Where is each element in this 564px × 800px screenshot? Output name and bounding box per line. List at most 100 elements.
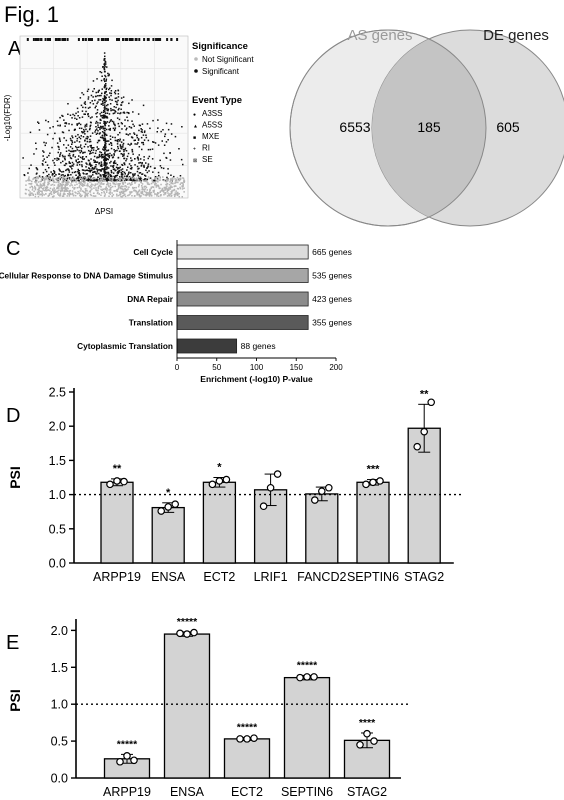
point-significant xyxy=(77,171,79,173)
point-significant xyxy=(104,61,107,63)
point-significant xyxy=(127,152,130,155)
point-not-significant xyxy=(32,193,34,196)
point-significant xyxy=(140,177,142,180)
point-significant xyxy=(122,38,124,41)
point-significant xyxy=(42,164,44,166)
point-not-significant xyxy=(112,194,115,196)
point-significant xyxy=(89,179,92,182)
point-not-significant xyxy=(116,183,118,185)
point-significant xyxy=(132,123,134,126)
data-point xyxy=(296,673,304,682)
point-significant xyxy=(145,134,147,136)
point-not-significant xyxy=(87,183,89,185)
point-not-significant xyxy=(47,189,49,191)
point-significant xyxy=(136,165,139,168)
point-not-significant xyxy=(63,189,66,192)
point-not-significant xyxy=(89,186,92,189)
point-significant xyxy=(119,176,121,178)
point-significant xyxy=(89,140,92,143)
point-significant xyxy=(138,172,141,174)
point-not-significant xyxy=(179,187,182,190)
point-significant xyxy=(167,139,169,141)
point-significant xyxy=(86,163,88,165)
point-not-significant xyxy=(109,182,111,185)
point-significant xyxy=(180,158,183,161)
point-not-significant xyxy=(79,193,82,195)
point-significant xyxy=(112,127,115,130)
point-significant xyxy=(84,151,86,154)
point-not-significant xyxy=(94,184,97,186)
point-not-significant xyxy=(123,190,126,193)
point-significant xyxy=(58,173,61,175)
point-significant xyxy=(87,136,89,138)
point-significant xyxy=(63,175,65,177)
point-significant xyxy=(117,147,120,150)
point-significant xyxy=(62,160,64,163)
data-point xyxy=(266,483,275,492)
point-not-significant xyxy=(181,186,184,188)
category-label: SEPTIN6 xyxy=(281,785,333,799)
point-significant xyxy=(109,92,111,94)
point-not-significant xyxy=(82,185,84,187)
point-not-significant xyxy=(180,182,182,184)
point-significant xyxy=(83,178,85,180)
point-not-significant xyxy=(59,185,61,187)
point-not-significant xyxy=(157,176,159,178)
point-significant xyxy=(87,179,90,181)
point-significant xyxy=(112,166,114,169)
point-not-significant xyxy=(31,189,34,191)
point-significant xyxy=(96,78,98,80)
point-significant xyxy=(103,157,106,160)
point-significant xyxy=(102,125,104,128)
point-significant xyxy=(117,93,120,95)
point-significant xyxy=(113,109,115,111)
point-significant xyxy=(113,161,115,163)
point-not-significant xyxy=(166,182,169,185)
point-significant xyxy=(82,106,84,109)
point-not-significant xyxy=(80,181,82,183)
y-axis-label: PSI xyxy=(7,689,23,712)
point-not-significant xyxy=(71,181,73,183)
point-significant xyxy=(114,127,117,129)
point-significant xyxy=(119,145,122,147)
point-significant xyxy=(64,38,66,41)
point-not-significant xyxy=(72,176,75,179)
point-not-significant xyxy=(103,183,105,185)
point-not-significant xyxy=(66,176,69,178)
point-not-significant xyxy=(119,183,121,185)
point-significant xyxy=(106,66,108,68)
point-significant xyxy=(102,149,105,151)
point-significant xyxy=(68,129,70,132)
point-significant xyxy=(54,164,56,166)
point-not-significant xyxy=(176,194,179,197)
legend-significance-title: Significance xyxy=(192,41,248,52)
point-significant xyxy=(77,134,79,136)
point-significant xyxy=(163,144,166,146)
point-significant xyxy=(141,162,143,165)
point-not-significant xyxy=(173,189,175,191)
point-not-significant xyxy=(107,185,110,187)
point-significant xyxy=(45,142,47,144)
point-significant xyxy=(96,180,98,182)
point-not-significant xyxy=(144,188,146,190)
point-not-significant xyxy=(159,195,162,197)
bar xyxy=(283,676,331,779)
point-not-significant xyxy=(43,181,46,184)
point-not-significant xyxy=(94,183,97,185)
point-not-significant xyxy=(84,195,86,198)
point-significant xyxy=(84,139,86,141)
y-tick-label: 1.5 xyxy=(49,454,66,468)
point-significant xyxy=(100,79,103,82)
point-significant xyxy=(109,98,111,101)
point-not-significant xyxy=(128,186,130,188)
point-significant xyxy=(106,115,108,118)
point-significant xyxy=(102,66,104,68)
point-significant xyxy=(140,128,142,130)
point-significant xyxy=(147,163,150,165)
point-significant xyxy=(104,172,106,174)
point-significant xyxy=(23,174,25,176)
point-significant xyxy=(112,121,115,123)
point-not-significant xyxy=(145,186,148,189)
point-significant xyxy=(90,152,92,154)
